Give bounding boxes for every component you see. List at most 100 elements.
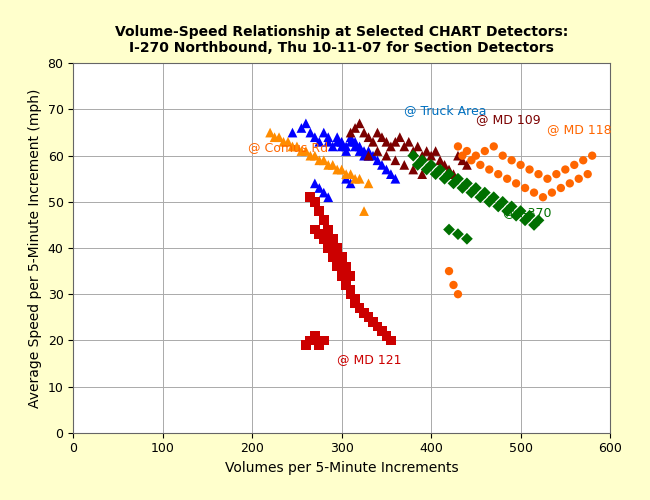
- Point: [475, 161, 486, 169]
- Point: [368, 152, 378, 160]
- Point: [287, 128, 298, 136]
- Point: [359, 308, 369, 316]
- Point: [462, 147, 472, 155]
- Point: [314, 230, 324, 238]
- Point: [332, 138, 343, 146]
- Point: [345, 286, 356, 294]
- X-axis label: Volumes per 5-Minute Increments: Volumes per 5-Minute Increments: [225, 461, 458, 475]
- Point: [480, 188, 490, 196]
- Point: [323, 226, 333, 234]
- Point: [309, 152, 320, 160]
- Point: [354, 304, 365, 312]
- Point: [309, 133, 320, 141]
- Point: [309, 180, 320, 188]
- Point: [318, 188, 329, 196]
- Point: [359, 147, 369, 155]
- Point: [354, 120, 365, 128]
- Point: [372, 156, 383, 164]
- Point: [439, 175, 450, 183]
- Point: [265, 128, 276, 136]
- Point: [489, 193, 499, 201]
- Point: [466, 188, 476, 196]
- Point: [337, 138, 347, 146]
- Point: [525, 212, 535, 220]
- Point: [314, 341, 324, 349]
- Point: [359, 152, 369, 160]
- Point: [345, 272, 356, 280]
- Point: [565, 180, 575, 188]
- Point: [328, 254, 338, 262]
- Point: [466, 156, 476, 164]
- Point: [345, 170, 356, 178]
- Point: [404, 138, 414, 146]
- Point: [354, 175, 365, 183]
- Point: [395, 133, 405, 141]
- Point: [283, 138, 293, 146]
- Point: [332, 166, 343, 173]
- Point: [341, 175, 352, 183]
- Point: [556, 184, 566, 192]
- Point: [399, 142, 410, 150]
- Text: @ I-370: @ I-370: [502, 206, 551, 218]
- Point: [453, 142, 463, 150]
- Point: [350, 124, 360, 132]
- Point: [484, 166, 495, 173]
- Point: [332, 133, 343, 141]
- Point: [444, 170, 454, 178]
- Point: [506, 202, 517, 210]
- Point: [421, 147, 432, 155]
- Point: [309, 332, 320, 340]
- Point: [448, 281, 459, 289]
- Point: [493, 170, 504, 178]
- Point: [489, 142, 499, 150]
- Point: [515, 161, 526, 169]
- Point: [359, 128, 369, 136]
- Point: [457, 152, 467, 160]
- Point: [390, 175, 400, 183]
- Point: [323, 193, 333, 201]
- Point: [511, 180, 521, 188]
- Point: [314, 207, 324, 215]
- Point: [341, 170, 352, 178]
- Point: [435, 166, 445, 173]
- Point: [408, 152, 419, 160]
- Point: [296, 147, 307, 155]
- Point: [318, 156, 329, 164]
- Point: [323, 161, 333, 169]
- Point: [480, 147, 490, 155]
- Point: [444, 166, 454, 173]
- Point: [462, 235, 472, 243]
- Point: [502, 175, 512, 183]
- Point: [318, 235, 329, 243]
- Point: [305, 336, 315, 344]
- Point: [453, 230, 463, 238]
- Point: [328, 142, 338, 150]
- Point: [345, 133, 356, 141]
- Point: [328, 248, 338, 256]
- Point: [372, 147, 383, 155]
- Point: [269, 133, 280, 141]
- Point: [301, 147, 311, 155]
- Point: [359, 207, 369, 215]
- Point: [337, 267, 347, 275]
- Point: [368, 318, 378, 326]
- Point: [533, 170, 543, 178]
- Point: [471, 152, 481, 160]
- Point: [341, 262, 352, 270]
- Point: [471, 184, 481, 192]
- Point: [377, 327, 387, 335]
- Point: [354, 147, 365, 155]
- Point: [337, 272, 347, 280]
- Point: [314, 184, 324, 192]
- Point: [448, 170, 459, 178]
- Point: [363, 133, 374, 141]
- Point: [363, 152, 374, 160]
- Text: @ MD 109: @ MD 109: [476, 114, 541, 126]
- Point: [377, 133, 387, 141]
- Point: [529, 188, 539, 196]
- Point: [390, 156, 400, 164]
- Point: [350, 175, 360, 183]
- Point: [538, 193, 548, 201]
- Point: [417, 170, 428, 178]
- Point: [430, 170, 441, 178]
